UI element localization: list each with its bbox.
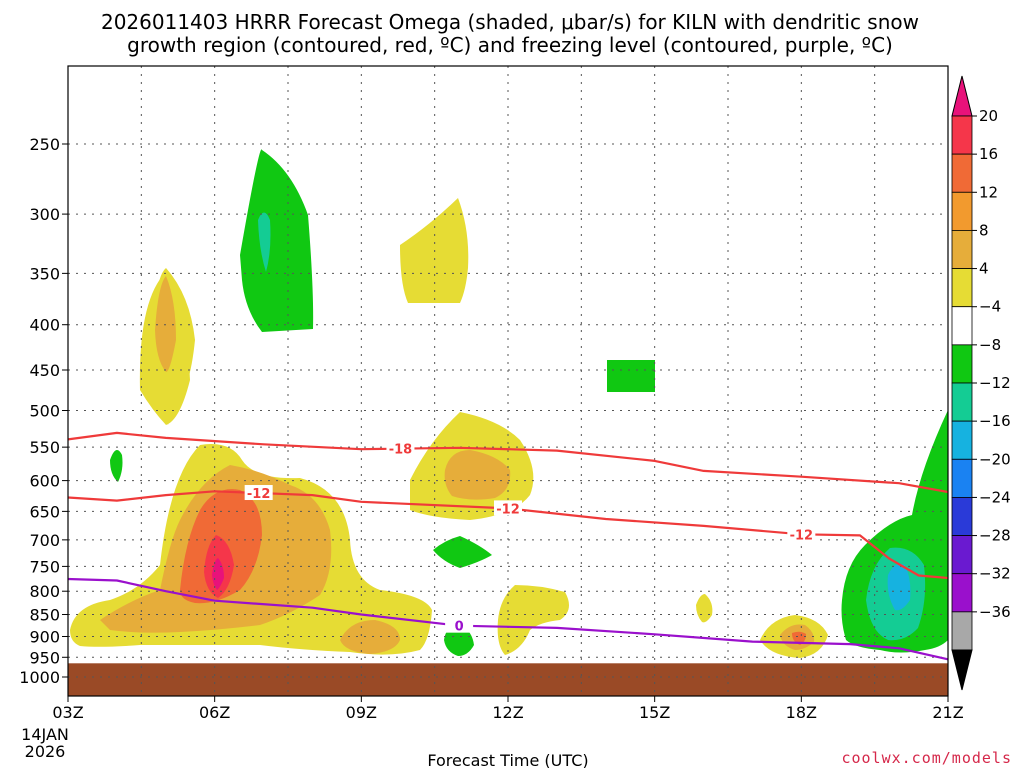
y-tick-label-850: 850 [29, 606, 60, 625]
y-tick-label-400: 400 [29, 316, 60, 335]
y-tick-label-300: 300 [29, 205, 60, 224]
omega-shading [70, 149, 948, 658]
omega-region-positive [400, 198, 469, 303]
omega-region-negative [887, 563, 911, 611]
colorbar-label: −28 [979, 527, 1011, 545]
colorbar-label: −32 [979, 565, 1011, 583]
colorbar-bin [951, 611, 973, 651]
contour-label--12: -12 [496, 502, 520, 517]
colorbar-bin [951, 573, 973, 613]
contour-label--12: -12 [247, 487, 271, 502]
omega-region-negative [607, 360, 655, 392]
contour-label-background [386, 440, 415, 456]
colorbar-label: −16 [979, 412, 1011, 430]
colorbar-label: 16 [979, 145, 998, 163]
colorbar-label: −24 [979, 488, 1011, 506]
colorbar-bin [951, 420, 973, 460]
contour-label-background [787, 526, 816, 542]
omega-region-positive [497, 585, 569, 655]
colorbar-bin [951, 153, 973, 193]
chart-title-line-1: 2026011403 HRRR Forecast Omega (shaded, … [101, 10, 919, 34]
contour-label-background [494, 500, 522, 516]
colorbar-label: 8 [979, 221, 989, 239]
omega-region-positive [340, 620, 400, 654]
colorbar-bin [951, 497, 973, 536]
omega-region-negative [240, 149, 314, 332]
colorbar-bin [951, 115, 973, 155]
colorbar-label: −20 [979, 450, 1011, 468]
contour-label-background [244, 485, 273, 501]
contour-label--18: -18 [389, 443, 413, 458]
omega-region-positive [696, 594, 713, 623]
omega-region-negative [433, 536, 492, 568]
chart-title-line-2: growth region (contoured, red, ºC) and f… [127, 33, 893, 57]
x-tick-label-12Z: 12Z [492, 703, 523, 722]
x-tick-label-15Z: 15Z [639, 703, 670, 722]
colorbar-bin [951, 535, 973, 575]
omega-region-positive [160, 398, 175, 425]
y-tick-label-650: 650 [29, 502, 60, 521]
colorbar-label: 4 [979, 260, 989, 278]
plot-area: -18 -12 -12 -12 0 [67, 65, 949, 697]
colorbar-bin [951, 268, 973, 308]
omega-region-positive [444, 450, 511, 500]
colorbar-label: −4 [979, 298, 1001, 316]
colorbar-bin [951, 306, 973, 346]
omega-region-positive [155, 276, 176, 372]
colorbar-label: −36 [979, 603, 1011, 621]
omega-region-negative [258, 212, 271, 272]
omega-region-negative [444, 625, 474, 656]
x-tick-label-09Z: 09Z [346, 703, 377, 722]
y-tick-label-700: 700 [29, 531, 60, 550]
colorbar-label: −12 [979, 374, 1011, 392]
colorbar-bin [951, 458, 973, 498]
x-tick-label-21Z: 21Z [932, 703, 963, 722]
y-tick-label-750: 750 [29, 557, 60, 576]
colorbar-label: 12 [979, 183, 998, 201]
colorbar: 20 16 12 8 4 −4 −8 −12 −16 −20 −24 −28 −32 −36 [951, 75, 1011, 691]
date-year-label: 2026 [25, 742, 66, 761]
y-tick-label-250: 250 [29, 135, 60, 154]
y-tick-label-900: 900 [29, 627, 60, 646]
y-tick-label-1000: 1000 [19, 668, 60, 687]
y-tick-label-600: 600 [29, 472, 60, 491]
contour-line--12 [67, 490, 949, 580]
contour-line--18 [67, 431, 949, 494]
contour-label-background [445, 617, 474, 633]
contour-label--12: -12 [790, 528, 814, 543]
x-axis-title: Forecast Time (UTC) [427, 751, 588, 768]
y-tick-label-500: 500 [29, 402, 60, 421]
colorbar-bin [951, 382, 973, 422]
omega-region-negative [110, 450, 123, 482]
x-tick-label-18Z: 18Z [786, 703, 817, 722]
y-tick-label-350: 350 [29, 264, 60, 283]
colorbar-bottom-arrow [951, 649, 973, 691]
colorbar-label: 20 [979, 107, 998, 125]
colorbar-bin [951, 230, 973, 269]
x-axis: 03Z 06Z 09Z 12Z 15Z 18Z 21Z [52, 696, 964, 722]
y-tick-label-950: 950 [29, 648, 60, 667]
y-tick-label-450: 450 [29, 361, 60, 380]
x-tick-label-03Z: 03Z [52, 703, 83, 722]
colorbar-top-arrow [951, 75, 973, 117]
contour-label-0: 0 [455, 620, 464, 635]
colorbar-bin [951, 191, 973, 231]
y-tick-label-550: 550 [29, 438, 60, 457]
colorbar-bin [951, 344, 973, 384]
contour-lines: -18 -12 -12 -12 0 [67, 431, 949, 661]
y-tick-label-800: 800 [29, 582, 60, 601]
date-day-label: 14JAN [21, 725, 69, 744]
x-tick-label-06Z: 06Z [199, 703, 230, 722]
y-axis: 250 300 350 400 450 500 550 600 650 700 750 800 850 9… [19, 135, 68, 687]
colorbar-label: −8 [979, 336, 1001, 354]
credit-text: coolwx.com/models [841, 749, 1012, 767]
